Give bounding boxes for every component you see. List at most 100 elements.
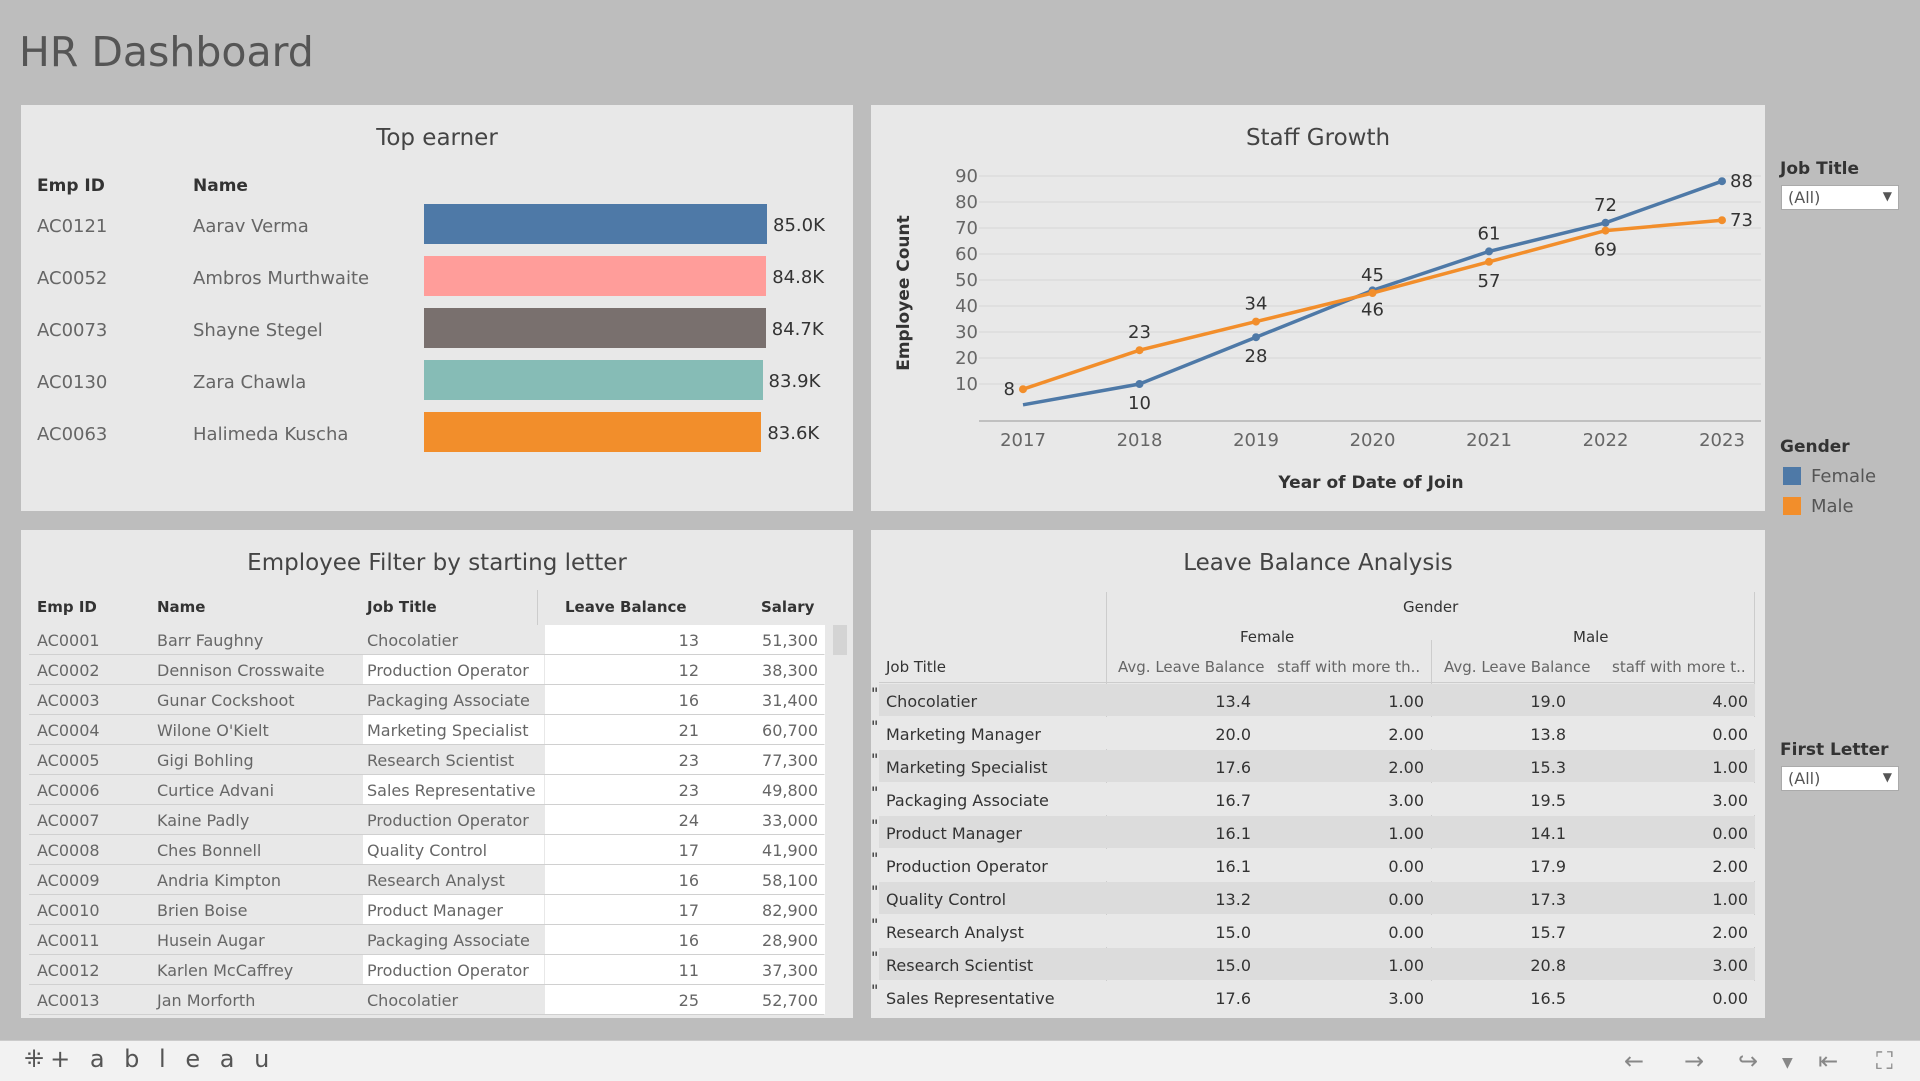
table-row[interactable]: AC0004 Wilone O'Kielt Marketing Specialist… (29, 715, 861, 745)
job-title-header: Job Title (886, 658, 947, 676)
emp-id: AC0073 (37, 320, 108, 341)
legend-item-female[interactable]: Female (1783, 466, 1876, 487)
x-tick-label: 2021 (1466, 430, 1512, 451)
name-cell: Gunar Cockshoot (157, 691, 295, 710)
female-avg-cell: 20.0 (1215, 725, 1251, 744)
top-earner-row[interactable]: AC0121 Aarav Verma 85.0K (21, 204, 853, 246)
x-tick-label: 2022 (1583, 430, 1629, 451)
table-row[interactable]: AC0012 Karlen McCaffrey Production Operato… (29, 955, 861, 985)
emp-id-header: Emp ID (37, 176, 105, 196)
job-title-dropdown[interactable]: (All) ▼ (1781, 185, 1899, 210)
table-row[interactable]: AC0013 Jan Morforth Chocolatier 25 52,700 (29, 985, 861, 1015)
salary-bar[interactable] (424, 204, 767, 244)
salary-cell: 41,900 (762, 841, 818, 860)
data-label: 8 (1004, 379, 1015, 400)
male-staff-cell: 1.00 (1712, 890, 1748, 909)
emp-id-cell: AC0002 (37, 661, 100, 680)
table-row[interactable]: AC0011 Husein Augar Packaging Associate 16 2… (29, 925, 861, 955)
top-earner-row[interactable]: AC0130 Zara Chawla 83.9K (21, 360, 853, 402)
y-tick-label: 60 (955, 244, 978, 265)
salary-bar[interactable] (424, 412, 762, 452)
first-letter-dropdown[interactable]: (All) ▼ (1781, 766, 1899, 791)
dropdown-icon[interactable]: ▼ (1782, 1055, 1793, 1071)
salary-bar[interactable] (424, 360, 763, 400)
emp-name: Shayne Stegel (193, 320, 323, 341)
salary-cell: 82,900 (762, 901, 818, 920)
name-cell: Dennison Crosswaite (157, 661, 325, 680)
redo-icon[interactable]: → (1684, 1047, 1705, 1075)
table-row[interactable]: AC0008 Ches Bonnell Quality Control 17 41,90… (29, 835, 861, 865)
emp-id-cell: AC0001 (37, 631, 100, 650)
reset-icon[interactable]: ⇤ (1818, 1047, 1839, 1075)
emp-id: AC0121 (37, 216, 108, 237)
job-title-cell: Research Analyst (367, 871, 505, 890)
male-avg-cell: 17.9 (1530, 857, 1566, 876)
salary-cell: 49,800 (762, 781, 818, 800)
scrollbar[interactable] (833, 625, 847, 655)
undo-icon[interactable]: ← (1624, 1047, 1645, 1075)
leave-balance-cell: 13 (678, 631, 699, 650)
y-axis-label: Employee Count (894, 215, 914, 371)
job-title-dropdown-value: (All) (1788, 188, 1821, 207)
job-title-cell: Product Manager (886, 824, 1022, 843)
chevron-down-icon: ▼ (1882, 189, 1892, 203)
fullscreen-icon[interactable]: ⛶ (1876, 1047, 1893, 1075)
salary-value: 85.0K (773, 215, 825, 236)
data-label: 61 (1478, 223, 1501, 244)
male-staff-cell: 1.00 (1712, 758, 1748, 777)
male-staff-cell: 3.00 (1712, 956, 1748, 975)
salary-value: 83.9K (768, 371, 821, 392)
table-row[interactable]: AC0010 Brien Boise Product Manager 17 82,900 (29, 895, 861, 925)
female-staff-cell: 3.00 (1388, 989, 1424, 1008)
revert-icon[interactable]: ↪ (1738, 1047, 1759, 1075)
y-tick-label: 40 (955, 296, 978, 317)
male-avg-cell: 13.8 (1530, 725, 1566, 744)
job-title-cell: Chocolatier (367, 991, 459, 1010)
emp-name: Zara Chawla (193, 372, 307, 393)
female-avg-cell: 15.0 (1215, 956, 1251, 975)
male-point (1252, 317, 1260, 326)
table-row[interactable]: AC0006 Curtice Advani Sales Representative… (29, 775, 861, 805)
salary-cell: 58,100 (762, 871, 818, 890)
tableau-logo[interactable]: ⁜+ a b l e a u (24, 1045, 275, 1073)
leave-balance-cell: 21 (678, 721, 699, 740)
top-earner-row[interactable]: AC0073 Shayne Stegel 84.7K (21, 308, 853, 350)
leave-balance-cell: 16 (678, 871, 699, 890)
top-earner-row[interactable]: AC0052 Ambros Murthwaite 84.8K (21, 256, 853, 298)
salary-bar[interactable] (424, 256, 767, 296)
table-row[interactable]: AC0003 Gunar Cockshoot Packaging Associate… (29, 685, 861, 715)
data-label: 69 (1594, 240, 1617, 261)
staff-growth-chart[interactable]: 10 20 30 40 50 60 70 80 90 2017 2018 2019 2020 2021 20… (871, 105, 1765, 511)
table-row[interactable]: AC0002 Dennison Crosswaite Production Oper… (29, 655, 861, 685)
top-earner-row[interactable]: AC0063 Halimeda Kuscha 83.6K (21, 412, 853, 454)
legend-label-female: Female (1811, 466, 1877, 487)
legend-item-male[interactable]: Male (1783, 496, 1854, 517)
male-point (1135, 346, 1144, 355)
chevron-down-icon: ▼ (1882, 770, 1892, 784)
female-staff-cell: 1.00 (1388, 824, 1424, 843)
male-point (1485, 257, 1493, 266)
female-staff-cell: 0.00 (1388, 857, 1424, 876)
salary-bar[interactable] (424, 308, 766, 348)
table-row[interactable]: AC0009 Andria Kimpton Research Analyst 16 58… (29, 865, 861, 895)
female-avg-cell: 13.4 (1215, 692, 1251, 711)
emp-id-header: Emp ID (37, 598, 97, 616)
table-row[interactable]: AC0007 Kaine Padly Production Operator 24 33… (29, 805, 861, 835)
salary-header: Salary (761, 598, 815, 616)
female-point (1485, 247, 1493, 256)
table-row[interactable]: AC0005 Gigi Bohling Research Scientist 23 77… (29, 745, 861, 775)
job-title-cell: Quality Control (367, 841, 488, 860)
job-title-cell: Packaging Associate (367, 691, 530, 710)
salary-cell: 77,300 (762, 751, 818, 770)
table-row[interactable]: AC0001 Barr Faughny Chocolatier 13 51,300 (29, 625, 861, 655)
